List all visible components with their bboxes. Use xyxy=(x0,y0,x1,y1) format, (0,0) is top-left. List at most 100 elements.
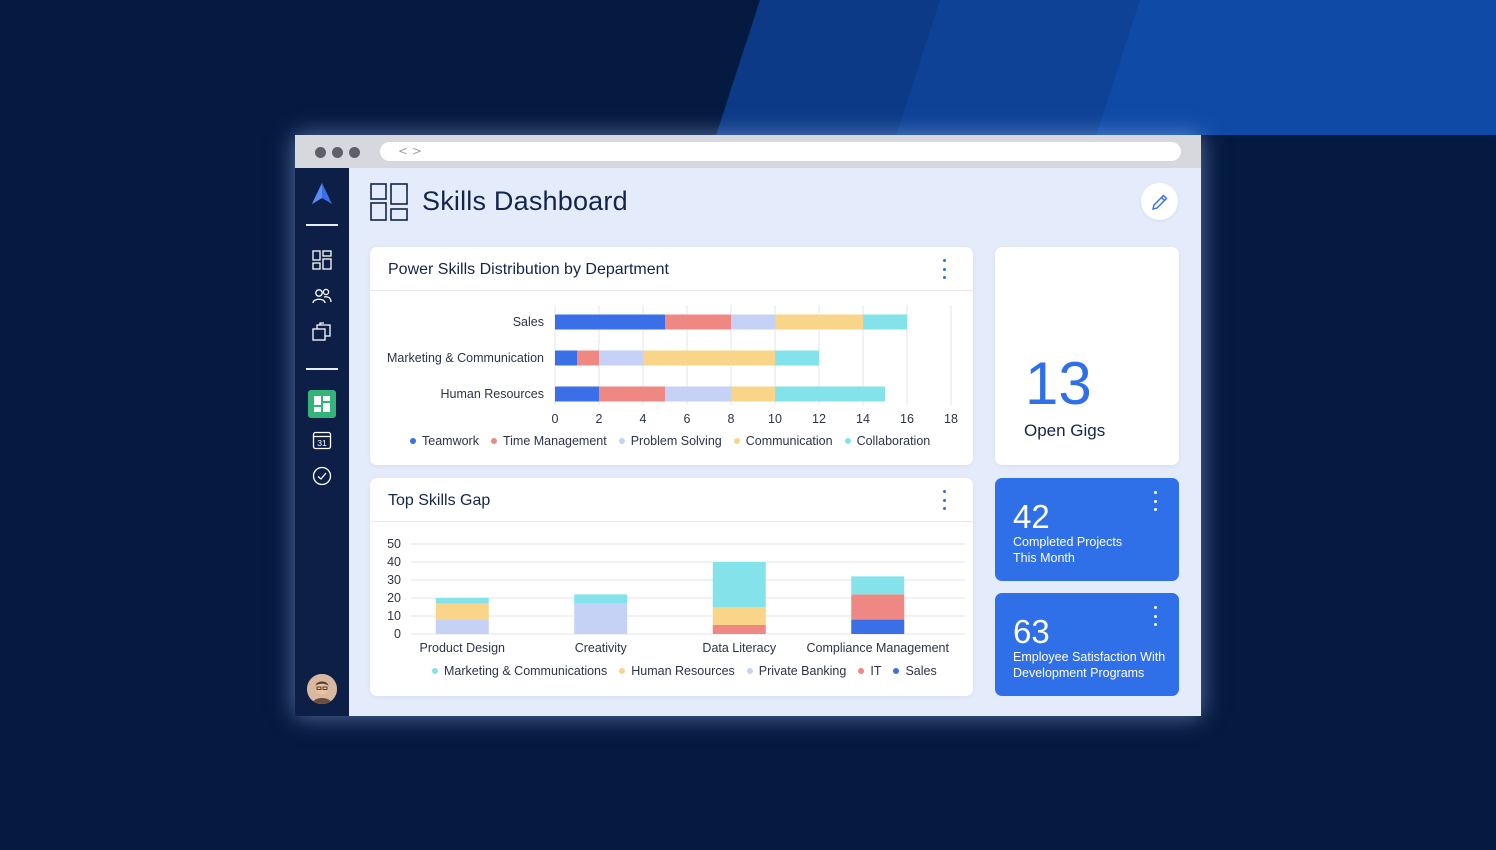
page-title: Skills Dashboard xyxy=(422,186,628,216)
folders-icon[interactable] xyxy=(308,318,336,346)
category-label: Creativity xyxy=(575,641,628,655)
legend-item[interactable]: Marketing & Communications xyxy=(432,664,607,678)
more-options-icon[interactable] xyxy=(941,490,947,510)
window-control-dot[interactable] xyxy=(349,147,360,158)
address-bar[interactable]: < > xyxy=(380,142,1181,161)
window-control-dot[interactable] xyxy=(315,147,326,158)
x-tick-label: 2 xyxy=(596,412,603,426)
legend-item[interactable]: Problem Solving xyxy=(618,434,722,448)
bar-segment xyxy=(775,350,819,366)
legend-label: Teamwork xyxy=(422,434,479,448)
browser-window: < > xyxy=(295,135,1201,716)
power-skills-card: Power Skills Distribution by Department … xyxy=(370,247,973,465)
bar-segment xyxy=(435,598,489,604)
legend-item[interactable]: Human Resources xyxy=(619,664,735,678)
legend-label: Human Resources xyxy=(631,664,735,678)
legend-dot xyxy=(844,438,851,444)
people-icon[interactable] xyxy=(308,282,336,310)
y-tick-label: 30 xyxy=(387,573,401,587)
browser-titlebar: < > xyxy=(295,135,1201,168)
bar-segment xyxy=(643,350,775,366)
chart-legend: Marketing & Communications Human Resource… xyxy=(432,664,937,678)
window-control-dot[interactable] xyxy=(332,147,343,158)
bar-segment xyxy=(555,314,665,330)
dashboard-active-icon[interactable] xyxy=(308,390,336,418)
stat-label-line: Development Programs xyxy=(1013,666,1145,680)
open-gigs-card[interactable]: 13 Open Gigs xyxy=(995,247,1179,465)
legend-dot xyxy=(432,668,438,674)
stat-value: 42 xyxy=(1013,498,1050,535)
sidebar-divider xyxy=(306,368,338,370)
legend-label: Communication xyxy=(745,434,833,448)
x-tick-label: 12 xyxy=(812,412,826,426)
bar-segment xyxy=(731,386,775,402)
x-tick-label: 6 xyxy=(684,412,691,426)
more-options-icon[interactable] xyxy=(1152,606,1158,626)
dashboard-layout-icon xyxy=(369,182,409,227)
code-brackets-icon: < > xyxy=(398,144,422,158)
legend-item[interactable]: Time Management xyxy=(490,434,607,448)
stat-label-line: Completed Projects xyxy=(1013,535,1123,549)
sidebar-divider xyxy=(306,224,338,226)
category-label: Human Resources xyxy=(440,387,544,401)
x-tick-label: 0 xyxy=(552,412,559,426)
y-tick-label: 20 xyxy=(387,591,401,605)
legend-item[interactable]: Private Banking xyxy=(746,664,847,678)
x-tick-label: 4 xyxy=(640,412,647,426)
card-title: Power Skills Distribution by Department xyxy=(388,261,669,278)
logo-icon[interactable] xyxy=(308,180,336,208)
skills-gap-chart: 0 10 20 30 40 50 Product Design Creativity Data … xyxy=(387,537,965,655)
employee-satisfaction-card[interactable]: 63 Employee Satisfaction With Developmen… xyxy=(995,593,1179,696)
main-content: Skills Dashboard Power Skills Distributi… xyxy=(349,168,1201,716)
avatar[interactable] xyxy=(307,674,337,704)
x-tick-label: 18 xyxy=(944,412,958,426)
legend-dot xyxy=(619,668,626,674)
legend-item[interactable]: Collaboration xyxy=(844,434,931,448)
stat-value: 63 xyxy=(1013,613,1050,650)
bar-segment xyxy=(577,350,599,366)
calendar-icon[interactable]: 31 xyxy=(308,426,336,454)
card-divider xyxy=(370,290,973,291)
bar-segment xyxy=(851,619,905,634)
legend-label: IT xyxy=(870,664,882,678)
bar-segment xyxy=(599,386,665,402)
legend-label: Private Banking xyxy=(758,664,847,678)
legend-dot xyxy=(618,438,625,444)
bar-segment xyxy=(435,619,489,634)
svg-text:31: 31 xyxy=(317,438,327,448)
bar-segment xyxy=(555,350,577,366)
legend-item[interactable]: Sales xyxy=(893,664,937,678)
pencil-icon xyxy=(1151,194,1167,210)
bar-segment xyxy=(712,607,766,625)
legend-label: Collaboration xyxy=(856,434,931,448)
more-options-icon[interactable] xyxy=(1152,491,1158,511)
bar-segment xyxy=(555,386,599,402)
x-tick-label: 10 xyxy=(768,412,782,426)
check-circle-icon[interactable] xyxy=(308,462,336,490)
category-label: Data Literacy xyxy=(702,641,776,655)
more-options-icon[interactable] xyxy=(941,259,947,279)
legend-item[interactable]: IT xyxy=(858,664,881,678)
x-tick-label: 16 xyxy=(900,412,914,426)
y-tick-label: 50 xyxy=(387,537,401,551)
dashboard-grid-icon[interactable] xyxy=(308,246,336,274)
bar-segment xyxy=(712,562,766,607)
bar-segment xyxy=(851,576,905,595)
x-tick-label: 8 xyxy=(728,412,735,426)
bar-segment xyxy=(599,350,643,366)
legend-label: Sales xyxy=(905,664,937,678)
stat-label-line: Employee Satisfaction With xyxy=(1013,650,1166,664)
legend-item[interactable]: Teamwork xyxy=(410,434,479,448)
power-skills-chart: 0 2 4 6 8 10 12 14 16 18 Sales Marketing & Communic… xyxy=(387,305,958,426)
legend-label: Time Management xyxy=(502,434,607,448)
card-divider xyxy=(370,521,973,522)
completed-projects-card[interactable]: 42 Completed Projects This Month xyxy=(995,478,1179,581)
bar-segment xyxy=(665,314,731,330)
bar-segment xyxy=(775,314,863,330)
bar-segment xyxy=(574,594,628,604)
legend-item[interactable]: Communication xyxy=(733,434,833,448)
x-tick-label: 14 xyxy=(856,412,870,426)
edit-button[interactable] xyxy=(1141,183,1178,220)
bar-segment xyxy=(574,603,628,634)
bar-segment xyxy=(851,594,905,620)
